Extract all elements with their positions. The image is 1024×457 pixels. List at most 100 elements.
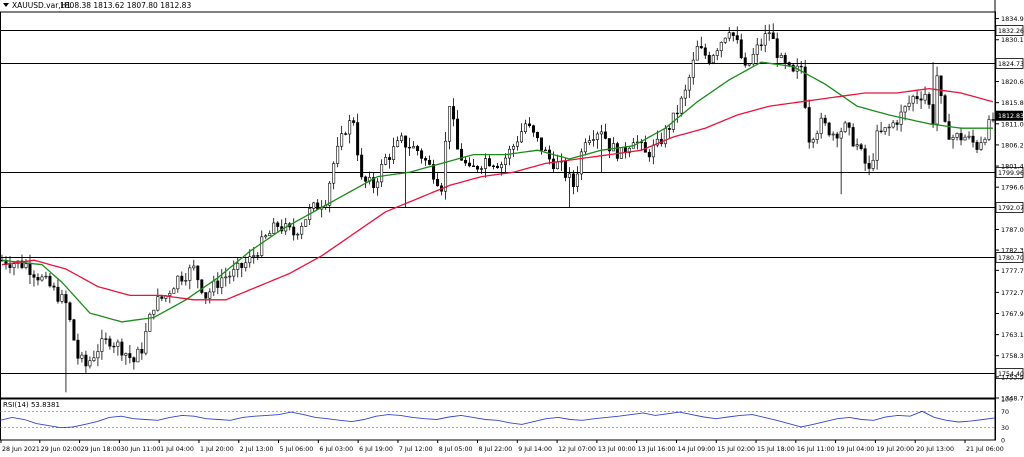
bull-candle xyxy=(963,136,967,141)
rsi-label: RSI(14) 53.8381 xyxy=(3,401,60,409)
bull-candle xyxy=(244,262,248,268)
price-tick-label: 1763.10 xyxy=(1001,331,1024,339)
bull-candle xyxy=(444,140,448,192)
time-tick-label: 7 Jul 12:00 xyxy=(399,446,433,453)
time-tick-label: 8 Jul 22:00 xyxy=(479,446,513,453)
bull-candle xyxy=(515,141,519,147)
bear-candle xyxy=(647,151,651,158)
bull-candle xyxy=(651,144,655,158)
bear-candle xyxy=(783,55,787,63)
bull-candle xyxy=(883,127,887,132)
bull-candle xyxy=(136,348,140,363)
level-label-box xyxy=(995,25,1024,36)
time-tick-label: 5 Jul 06:00 xyxy=(280,446,314,453)
bull-candle xyxy=(911,96,915,104)
bull-candle xyxy=(380,164,384,183)
bear-candle xyxy=(356,122,360,156)
time-tick-label: 8 Jul 05:00 xyxy=(439,446,473,453)
level-label: 1799.96 xyxy=(998,170,1024,177)
bull-candle xyxy=(332,163,336,184)
level-label: 1754.40 xyxy=(998,371,1024,378)
bear-candle xyxy=(352,120,356,123)
bull-candle xyxy=(116,341,120,347)
level-label: 1792.07 xyxy=(998,205,1024,212)
time-tick-label: 20 Jul 13:00 xyxy=(916,446,954,453)
bear-candle xyxy=(791,64,795,72)
bull-candle xyxy=(683,89,687,99)
bear-candle xyxy=(476,166,480,170)
bull-candle xyxy=(484,158,488,169)
dropdown-triangle-icon[interactable] xyxy=(3,3,9,7)
slow-ma-line xyxy=(1,87,994,301)
level-label: 1832.26 xyxy=(998,28,1024,35)
bull-candle xyxy=(903,106,907,113)
bear-candle xyxy=(927,94,931,105)
bear-candle xyxy=(20,260,24,268)
bear-candle xyxy=(535,132,539,139)
bull-candle xyxy=(60,294,64,302)
bull-candle xyxy=(727,32,731,39)
bear-candle xyxy=(835,133,839,139)
bear-candle xyxy=(707,54,711,64)
bull-candle xyxy=(228,275,232,278)
bear-candle xyxy=(847,122,851,128)
bull-candle xyxy=(819,117,823,134)
bear-candle xyxy=(823,117,827,124)
bear-candle xyxy=(799,65,803,68)
bear-candle xyxy=(216,280,220,288)
bear-candle xyxy=(132,357,136,363)
time-tick-label: 6 Jul 19:00 xyxy=(359,446,393,453)
bull-candle xyxy=(595,133,599,140)
bear-candle xyxy=(551,158,555,170)
bear-candle xyxy=(204,292,208,299)
bear-candle xyxy=(643,142,647,153)
level-label-box xyxy=(995,202,1024,213)
bull-candle xyxy=(723,37,727,43)
bear-candle xyxy=(72,319,76,341)
bull-candle xyxy=(767,32,771,34)
bull-candle xyxy=(951,137,955,140)
bear-candle xyxy=(775,38,779,58)
bear-candle xyxy=(404,135,408,148)
bear-candle xyxy=(492,165,496,167)
level-label-box xyxy=(995,368,1024,379)
bull-candle xyxy=(268,233,272,237)
bear-candle xyxy=(128,353,132,358)
bull-candle xyxy=(955,133,959,138)
bull-candle xyxy=(663,128,667,145)
rsi-tick-label: 70 xyxy=(1001,409,1009,416)
fast-ma-line xyxy=(1,61,993,323)
bull-candle xyxy=(96,351,100,359)
bull-candle xyxy=(100,338,104,352)
bear-candle xyxy=(863,148,867,164)
bear-candle xyxy=(436,178,440,187)
bull-candle xyxy=(719,42,723,52)
bear-candle xyxy=(915,96,919,100)
bull-candle xyxy=(172,288,176,294)
bull-candle xyxy=(611,143,615,152)
bull-candle xyxy=(599,131,603,135)
bull-candle xyxy=(691,59,695,78)
bull-candle xyxy=(711,55,715,64)
bull-candle xyxy=(300,226,304,235)
rsi-pane: 100 70 30 0 xyxy=(0,397,1013,445)
candles-layer xyxy=(0,23,995,393)
bull-candle xyxy=(887,126,891,129)
bear-candle xyxy=(424,158,428,161)
bear-candle xyxy=(571,173,575,187)
bear-candle xyxy=(432,164,436,180)
bull-candle xyxy=(88,360,92,367)
bull-candle xyxy=(236,262,240,270)
bull-candle xyxy=(312,202,316,209)
time-tick-label: 13 Jul 16:00 xyxy=(638,446,676,453)
time-tick-label: 28 Jun 2021 xyxy=(2,446,40,453)
price-tick-label: 1811.00 xyxy=(1001,120,1024,128)
bull-candle xyxy=(511,145,515,150)
bull-candle xyxy=(679,97,683,114)
price-tick-label: 1815.80 xyxy=(1001,99,1024,107)
horizontal-levels[interactable]: 1832.26 1824.73 1799.96 1792.07 1780.70 1754.… xyxy=(0,25,1024,379)
price-tick-label: 1772.70 xyxy=(1001,289,1024,297)
